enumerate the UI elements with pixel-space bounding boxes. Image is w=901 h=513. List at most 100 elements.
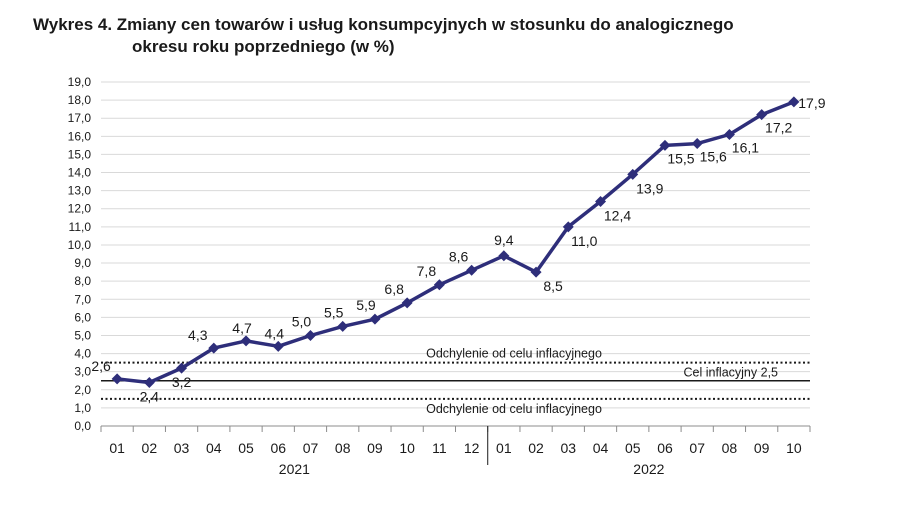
y-tick-label: 7,0 — [74, 292, 91, 306]
data-point — [691, 138, 703, 150]
data-label: 13,9 — [636, 180, 663, 196]
data-label: 2,4 — [140, 389, 160, 405]
data-label: 7,8 — [417, 263, 437, 279]
x-tick-label: 12 — [464, 440, 480, 456]
deviation-line-label: Odchylenie od celu inflacyjnego — [426, 402, 602, 416]
x-axis-ticks: 01 02 03 04 05 06 07 08 09 10 11 12 01 02 03 04 05 06 07 08… — [100, 426, 811, 477]
data-point — [304, 329, 316, 341]
data-point — [466, 264, 478, 276]
data-point — [401, 297, 413, 309]
x-tick-label: 09 — [754, 440, 770, 456]
target-line-label: Cel inflacyjny 2,5 — [684, 366, 779, 380]
chart-title-line1: Wykres 4. Zmiany cen towarów i usług kon… — [33, 15, 734, 34]
data-label: 4,7 — [232, 320, 252, 336]
y-tick-label: 17,0 — [68, 111, 92, 125]
data-labels: 2,6 2,4 3,2 4,3 4,7 4,4 5,0 5,5 5,9 6,8 7,8 8,6 9,4 8… — [91, 95, 825, 405]
data-point — [272, 340, 284, 352]
data-label: 12,4 — [604, 207, 631, 223]
x-tick-label: 10 — [399, 440, 415, 456]
data-label: 17,9 — [798, 95, 825, 111]
y-tick-label: 3,0 — [74, 365, 91, 379]
data-label: 5,5 — [324, 304, 344, 320]
data-label: 8,6 — [449, 248, 469, 264]
data-point — [627, 168, 639, 180]
x-tick-label: 04 — [206, 440, 222, 456]
data-point — [369, 313, 381, 325]
data-point — [176, 362, 188, 374]
data-point — [756, 109, 768, 121]
data-label: 9,4 — [494, 232, 514, 248]
x-tick-label: 10 — [786, 440, 802, 456]
chart-title: Wykres 4. Zmiany cen towarów i usług kon… — [33, 14, 734, 58]
data-point — [659, 139, 671, 151]
x-tick-label: 08 — [335, 440, 351, 456]
y-tick-label: 4,0 — [74, 347, 91, 361]
y-tick-label: 2,0 — [74, 383, 91, 397]
year-label: 2021 — [279, 461, 310, 477]
data-label: 2,6 — [91, 358, 111, 374]
y-tick-label: 8,0 — [74, 274, 91, 288]
x-tick-label: 09 — [367, 440, 383, 456]
y-tick-label: 13,0 — [68, 184, 92, 198]
y-tick-label: 0,0 — [74, 419, 91, 433]
series-line — [116, 100, 795, 385]
data-point — [433, 279, 445, 291]
y-tick-label: 10,0 — [68, 238, 92, 252]
grid-lines — [101, 81, 810, 409]
data-label: 15,5 — [667, 150, 694, 166]
data-point — [498, 250, 510, 262]
data-point — [595, 195, 607, 207]
data-point — [562, 221, 574, 233]
year-label: 2022 — [633, 461, 664, 477]
data-label: 15,6 — [700, 149, 727, 165]
data-label: 17,2 — [765, 120, 792, 136]
data-label: 4,4 — [265, 325, 285, 341]
y-tick-label: 11,0 — [69, 220, 92, 234]
y-tick-label: 1,0 — [74, 401, 91, 415]
x-tick-label: 07 — [689, 440, 705, 456]
data-label: 4,3 — [188, 327, 208, 343]
x-tick-label: 07 — [303, 440, 319, 456]
data-point — [723, 129, 735, 141]
x-tick-label: 06 — [270, 440, 286, 456]
data-point — [143, 377, 155, 389]
data-label: 3,2 — [172, 374, 192, 390]
deviation-line-label: Odchylenie od celu inflacyjnego — [426, 347, 602, 361]
x-tick-label: 08 — [722, 440, 738, 456]
series-markers — [111, 96, 800, 389]
data-label: 5,9 — [356, 297, 376, 313]
x-tick-label: 05 — [238, 440, 254, 456]
data-point — [111, 373, 123, 385]
y-tick-label: 15,0 — [68, 147, 92, 161]
data-point — [208, 342, 220, 354]
y-tick-label: 9,0 — [74, 256, 91, 270]
x-tick-label: 02 — [142, 440, 158, 456]
data-label: 6,8 — [384, 281, 404, 297]
data-label: 11,0 — [571, 233, 597, 249]
y-tick-label: 5,0 — [74, 328, 91, 342]
data-label: 16,1 — [732, 140, 759, 156]
y-tick-label: 12,0 — [68, 202, 92, 216]
data-point — [337, 320, 349, 332]
x-tick-label: 04 — [593, 440, 609, 456]
data-point — [240, 335, 252, 347]
x-tick-label: 01 — [496, 440, 512, 456]
data-point — [788, 96, 800, 108]
y-tick-label: 19,0 — [68, 75, 92, 89]
x-tick-label: 02 — [528, 440, 544, 456]
reference-lines: Odchylenie od celu inflacyjnego Cel infla… — [101, 347, 810, 416]
data-label: 5,0 — [292, 313, 312, 329]
x-tick-label: 01 — [109, 440, 125, 456]
x-tick-label: 11 — [432, 440, 447, 456]
x-tick-label: 05 — [625, 440, 641, 456]
y-axis-ticks: 0,0 1,0 2,0 3,0 4,0 5,0 6,0 7,0 8,0 9,0 10,0 11,0 12… — [68, 75, 92, 433]
data-label: 8,5 — [543, 278, 563, 294]
y-tick-label: 18,0 — [68, 93, 92, 107]
data-point — [530, 266, 542, 278]
x-tick-label: 03 — [174, 440, 190, 456]
y-tick-label: 6,0 — [74, 310, 91, 324]
x-tick-label: 06 — [657, 440, 673, 456]
y-tick-label: 14,0 — [68, 166, 92, 180]
x-tick-label: 03 — [561, 440, 577, 456]
